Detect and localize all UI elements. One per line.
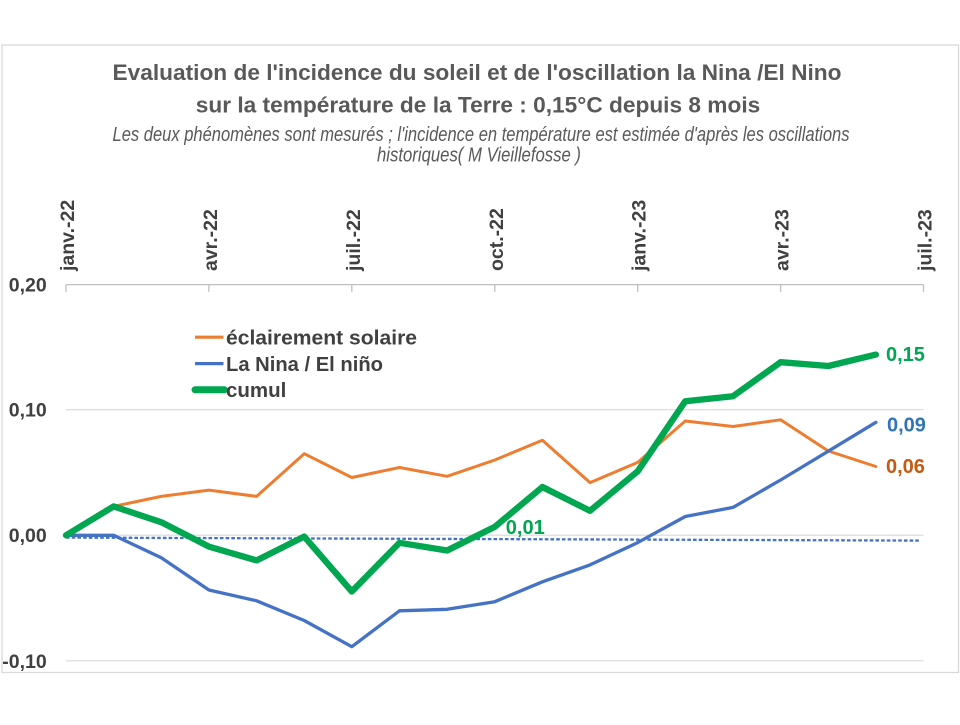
svg-text:janv.-22: janv.-22	[57, 200, 79, 272]
svg-text:-0,10: -0,10	[2, 651, 47, 673]
svg-text:avr.-23: avr.-23	[772, 209, 794, 271]
svg-text:historiques( M Vieillefosse ): historiques( M Vieillefosse )	[377, 144, 581, 166]
svg-text:Les deux phénomènes sont mesur: Les deux phénomènes sont mesurés ; l'inc…	[113, 124, 850, 146]
svg-text:La Nina / El niño: La Nina / El niño	[226, 353, 383, 376]
svg-text:0,09: 0,09	[887, 415, 926, 437]
svg-text:0,01: 0,01	[506, 517, 545, 539]
svg-text:avr.-22: avr.-22	[200, 209, 222, 271]
svg-text:cumul: cumul	[226, 379, 286, 402]
svg-text:0,15: 0,15	[886, 344, 925, 366]
svg-text:janv.-23: janv.-23	[629, 200, 651, 272]
svg-text:juil.-22: juil.-22	[343, 209, 365, 272]
svg-text:0,06: 0,06	[886, 456, 925, 478]
svg-text:oct.-22: oct.-22	[486, 208, 508, 271]
svg-text:juil.-23: juil.-23	[915, 209, 937, 272]
svg-text:Evaluation de l'incidence du s: Evaluation de l'incidence du soleil et d…	[113, 60, 842, 85]
svg-text:0,10: 0,10	[9, 400, 47, 422]
svg-text:éclairement solaire: éclairement solaire	[226, 327, 417, 350]
svg-text:0,20: 0,20	[9, 275, 47, 297]
svg-text:0,00: 0,00	[9, 525, 47, 547]
svg-text:sur la température de la Terre: sur la température de la Terre : 0,15°C …	[196, 93, 761, 118]
